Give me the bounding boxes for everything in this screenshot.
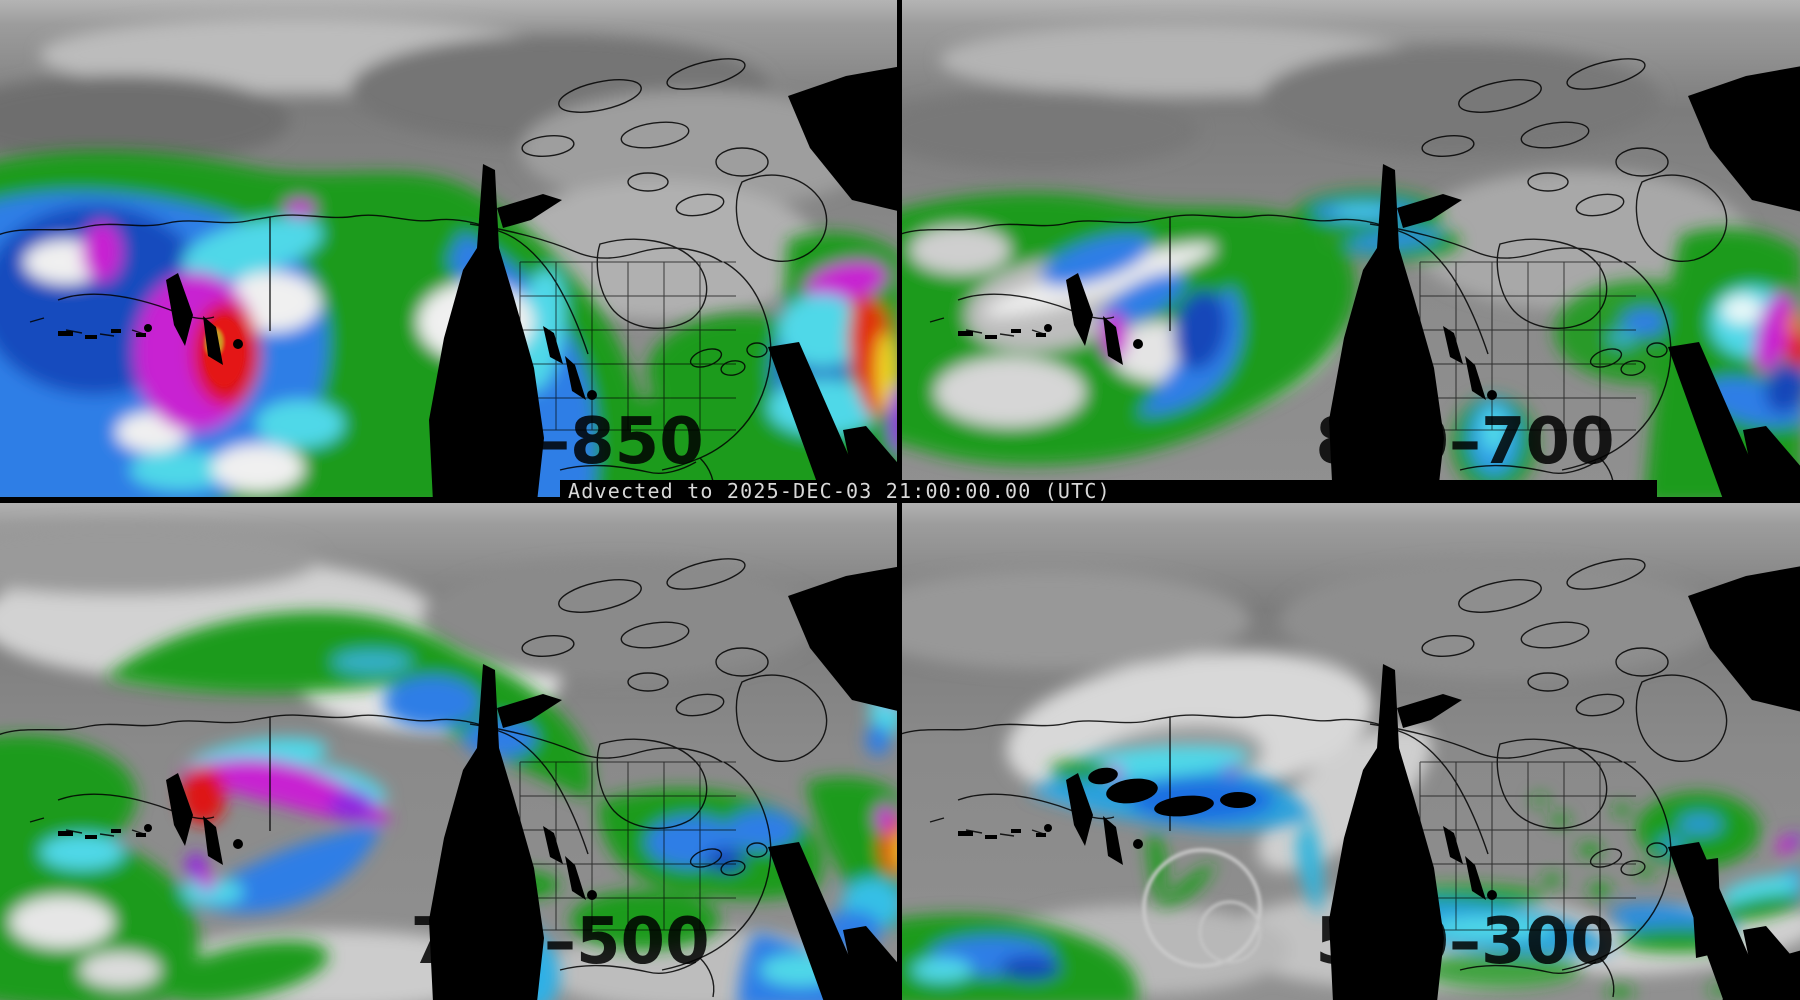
panel-850-700: 850–700 bbox=[900, 0, 1800, 500]
layer-label-700-500: 700–500 bbox=[410, 905, 709, 979]
panel-700-500: 700–500 bbox=[0, 500, 900, 1000]
satellite-image-500-300: 500–300 bbox=[900, 500, 1800, 1000]
panel-500-300: 500–300 bbox=[900, 500, 1800, 1000]
layer-label-500-300: 500–300 bbox=[1315, 905, 1614, 979]
satellite-image-700-500: 700–500 bbox=[0, 500, 900, 1000]
panel-sfc-850: Sfc–850 bbox=[0, 0, 900, 500]
satellite-image-850-700: 850–700 bbox=[900, 0, 1800, 500]
advection-time-text: Advected to 2025-DEC-03 21:00:00.00 (UTC… bbox=[568, 479, 1111, 503]
cloud-swirls bbox=[0, 17, 880, 320]
layer-label-sfc-850: Sfc–850 bbox=[426, 405, 703, 479]
advection-time-banner: Advected to 2025-DEC-03 21:00:00.00 (UTC… bbox=[560, 480, 1657, 503]
moisture-overlay bbox=[0, 611, 900, 1000]
swirl-filaments bbox=[1142, 848, 1262, 968]
layer-label-850-700: 850–700 bbox=[1315, 405, 1614, 479]
satellite-image-sfc-850: Sfc–850 bbox=[0, 0, 900, 500]
